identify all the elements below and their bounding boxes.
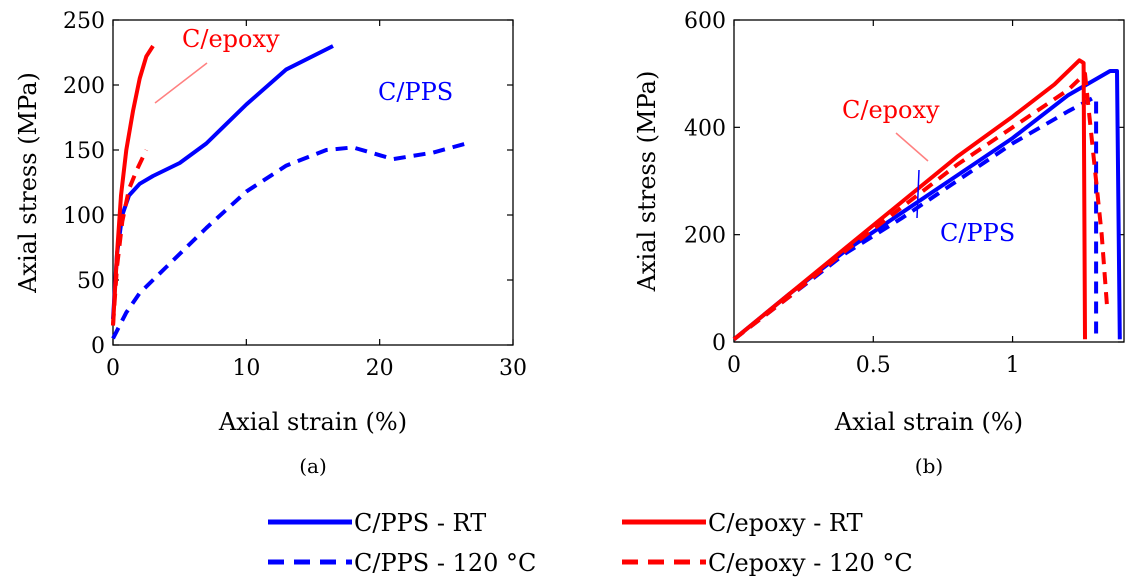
x-tick-label: 10 [232, 356, 260, 381]
y-axis-label: Axial stress (MPa) [633, 71, 661, 293]
x-tick-label: 0.5 [856, 353, 891, 378]
subfigure-label: (a) [299, 454, 327, 478]
annotation-leader-line [916, 169, 920, 219]
annotation-c-epoxy: C/epoxy [182, 25, 280, 53]
x-axis-label: Axial strain (%) [834, 408, 1023, 436]
x-axis-label: Axial strain (%) [218, 408, 407, 436]
y-tick-label: 600 [684, 9, 726, 34]
y-axis-label: Axial stress (MPa) [14, 72, 42, 294]
series-line-c-epoxy-120-c [732, 71, 1110, 341]
y-tick-label: 150 [63, 139, 105, 164]
plot-area [112, 19, 514, 346]
series-line-c-pps-120-c [111, 141, 467, 340]
x-tick-label: 30 [499, 356, 527, 381]
legend-label-c-pps-rt: C/PPS - RT [354, 509, 486, 537]
legend-label-c-pps-120-c: C/PPS - 120 °C [354, 549, 536, 577]
y-tick-label: 50 [77, 269, 105, 294]
series-line-c-epoxy-120-c [111, 149, 149, 326]
series-line-c-pps-rt [111, 44, 334, 320]
x-tick-label: 0 [106, 356, 120, 381]
annotation-leader-line [895, 132, 929, 162]
annotation-c-pps: C/PPS [940, 219, 1015, 247]
x-tick-label: 20 [366, 356, 394, 381]
x-tick-label: 1 [1006, 353, 1020, 378]
legend: C/PPS - RT C/epoxy - RT C/PPS - 120 °C C/ep… [268, 509, 913, 577]
annotation-c-epoxy: C/epoxy [842, 96, 940, 124]
plot-area [733, 19, 1125, 343]
chart-a: 0 10 20 30 0 50 100 150 200 250 Axial strain (%) Ax… [14, 9, 527, 478]
y-tick-label: 200 [63, 74, 105, 99]
y-tick-label: 400 [684, 116, 726, 141]
y-tick-label: 0 [91, 334, 105, 359]
legend-label-c-epoxy-120-c: C/epoxy - 120 °C [708, 549, 913, 577]
y-tick-label: 250 [63, 9, 105, 34]
annotation-c-pps: C/PPS [378, 78, 453, 106]
y-tick-label: 200 [684, 224, 726, 249]
series-line-c-epoxy-rt [732, 58, 1087, 341]
x-tick-label: 0 [727, 353, 741, 378]
subfigure-label: (b) [915, 454, 943, 478]
annotation-leader-line [154, 62, 208, 104]
y-tick-label: 0 [712, 331, 726, 356]
series-line-c-pps-120-c [732, 95, 1099, 341]
y-tick-label: 100 [63, 204, 105, 229]
legend-label-c-epoxy-rt: C/epoxy - RT [708, 509, 863, 537]
chart-b: 0 0.5 1 0 200 400 600 Axial strain (%) Axial str… [633, 9, 1125, 478]
